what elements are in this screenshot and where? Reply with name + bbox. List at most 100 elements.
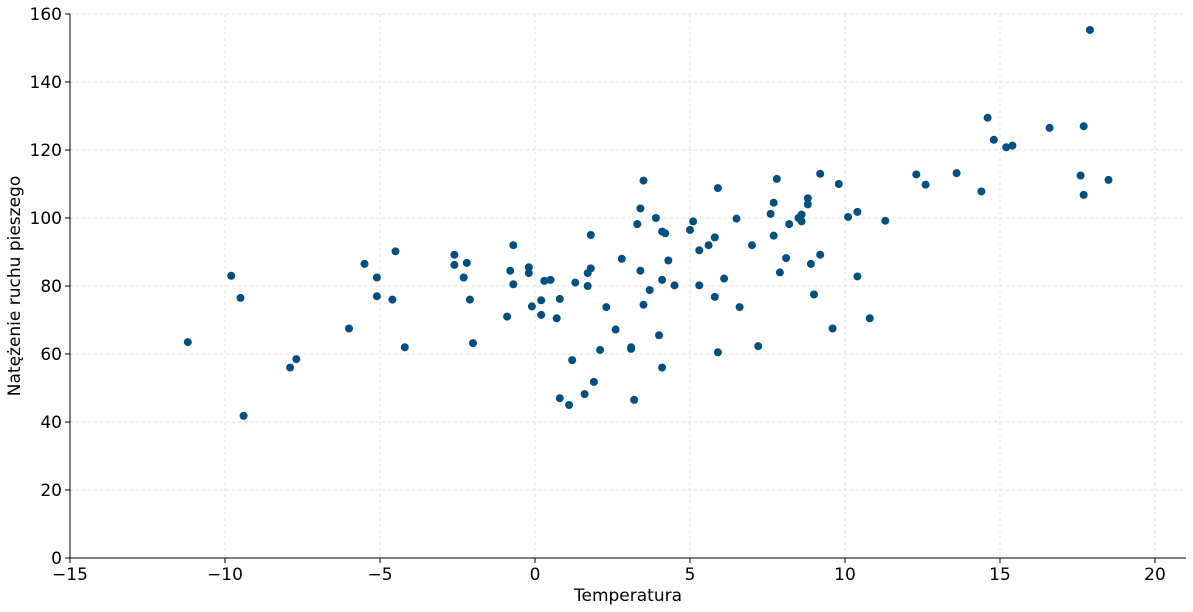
data-point xyxy=(459,273,468,282)
data-point xyxy=(754,342,763,351)
data-point xyxy=(524,263,533,272)
data-point xyxy=(236,293,245,302)
x-tick-label: 5 xyxy=(685,565,696,585)
data-point xyxy=(633,220,642,229)
data-point xyxy=(921,180,930,189)
data-point xyxy=(810,290,818,299)
axes xyxy=(65,13,1186,563)
data-point xyxy=(586,231,595,239)
data-point xyxy=(239,411,248,420)
data-point xyxy=(881,216,890,225)
data-point xyxy=(400,343,409,352)
data-point xyxy=(580,390,589,399)
data-point xyxy=(540,276,549,285)
x-tick-label: 15 xyxy=(989,565,1011,585)
data-point xyxy=(555,294,564,303)
data-point xyxy=(816,250,825,259)
data-point xyxy=(704,241,713,250)
data-point xyxy=(546,275,555,284)
data-point xyxy=(689,217,698,226)
data-point xyxy=(772,174,781,183)
x-tick-label: −5 xyxy=(367,565,392,585)
x-tick-label: 0 xyxy=(530,565,541,585)
data-point xyxy=(602,303,611,312)
data-point xyxy=(1045,123,1054,132)
data-point xyxy=(537,310,546,319)
data-point xyxy=(450,250,459,259)
data-point xyxy=(509,241,518,250)
data-point xyxy=(865,314,874,323)
grid xyxy=(69,13,1186,559)
x-axis-label: Temperatura xyxy=(573,586,682,606)
data-point xyxy=(844,212,853,221)
x-tick-label: 10 xyxy=(834,565,856,585)
data-point xyxy=(391,247,400,256)
data-point xyxy=(524,269,533,278)
y-tick-label: 20 xyxy=(40,481,62,501)
data-point xyxy=(710,292,719,301)
data-point xyxy=(686,225,694,234)
data-point xyxy=(720,274,729,283)
data-point xyxy=(658,363,667,372)
data-point xyxy=(506,266,515,275)
data-point xyxy=(636,266,645,275)
data-point xyxy=(372,273,381,282)
data-point xyxy=(769,231,778,240)
data-point xyxy=(1104,175,1113,184)
data-point xyxy=(596,345,605,354)
data-point xyxy=(503,312,512,321)
data-point xyxy=(1076,171,1085,180)
data-point xyxy=(983,113,992,122)
data-point xyxy=(748,241,756,250)
data-point xyxy=(636,204,645,213)
x-tick-label: −10 xyxy=(207,565,243,585)
data-point xyxy=(583,282,592,290)
data-point xyxy=(555,394,564,403)
data-point xyxy=(571,278,580,287)
data-point xyxy=(655,331,663,340)
data-point xyxy=(695,246,704,255)
data-point xyxy=(806,259,815,268)
data-point xyxy=(552,314,561,323)
data-point xyxy=(537,296,546,305)
data-point xyxy=(803,194,812,203)
y-tick-label: 60 xyxy=(40,345,62,365)
data-point xyxy=(586,264,595,273)
data-point xyxy=(469,339,477,348)
data-point xyxy=(735,303,744,312)
y-axis-label: Natężenie ruchu pieszego xyxy=(5,176,25,396)
y-tick-label: 120 xyxy=(30,141,62,161)
tick-labels: −15 −10 −5 0 5 10 15 20 0 20 40 60 80 100 120 140 160 xyxy=(30,5,1166,585)
data-point xyxy=(775,268,784,277)
data-point xyxy=(527,302,536,311)
data-point xyxy=(227,271,236,280)
data-point xyxy=(617,254,626,263)
data-point xyxy=(710,233,719,242)
data-point xyxy=(670,281,679,290)
data-point xyxy=(639,300,648,309)
y-tick-label: 40 xyxy=(40,413,62,433)
data-point xyxy=(639,176,648,185)
data-point xyxy=(732,214,741,223)
x-tick-label: −15 xyxy=(52,565,88,585)
data-point xyxy=(989,135,998,144)
data-points xyxy=(183,25,1113,420)
data-point xyxy=(568,356,577,365)
data-point xyxy=(611,325,620,334)
data-point xyxy=(462,258,471,267)
data-point xyxy=(664,256,673,265)
data-point xyxy=(1002,143,1011,152)
data-point xyxy=(834,180,843,188)
data-point xyxy=(292,355,301,364)
data-point xyxy=(651,214,660,222)
data-point xyxy=(713,348,722,357)
data-point xyxy=(1085,25,1094,34)
data-point xyxy=(345,324,353,333)
data-point xyxy=(785,220,794,229)
x-tick-label: 20 xyxy=(1144,565,1166,585)
data-point xyxy=(372,292,381,301)
data-point xyxy=(912,170,921,179)
data-point xyxy=(797,217,806,226)
data-point xyxy=(695,281,704,290)
